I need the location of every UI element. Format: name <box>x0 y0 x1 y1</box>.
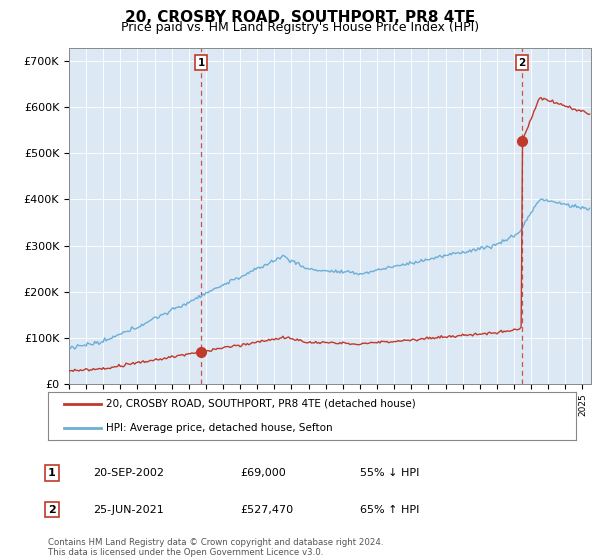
Text: 1: 1 <box>197 58 205 68</box>
Text: 55% ↓ HPI: 55% ↓ HPI <box>360 468 419 478</box>
Text: 20, CROSBY ROAD, SOUTHPORT, PR8 4TE (detached house): 20, CROSBY ROAD, SOUTHPORT, PR8 4TE (det… <box>106 399 416 409</box>
Text: 25-JUN-2021: 25-JUN-2021 <box>93 505 164 515</box>
Text: £527,470: £527,470 <box>240 505 293 515</box>
Text: HPI: Average price, detached house, Sefton: HPI: Average price, detached house, Seft… <box>106 423 333 433</box>
Text: 65% ↑ HPI: 65% ↑ HPI <box>360 505 419 515</box>
Text: Price paid vs. HM Land Registry's House Price Index (HPI): Price paid vs. HM Land Registry's House … <box>121 21 479 34</box>
Text: Contains HM Land Registry data © Crown copyright and database right 2024.
This d: Contains HM Land Registry data © Crown c… <box>48 538 383 557</box>
Text: 2: 2 <box>48 505 56 515</box>
Text: 1: 1 <box>48 468 56 478</box>
Text: 2: 2 <box>518 58 526 68</box>
Text: £69,000: £69,000 <box>240 468 286 478</box>
Text: 20-SEP-2002: 20-SEP-2002 <box>93 468 164 478</box>
Text: 20, CROSBY ROAD, SOUTHPORT, PR8 4TE: 20, CROSBY ROAD, SOUTHPORT, PR8 4TE <box>125 10 475 25</box>
